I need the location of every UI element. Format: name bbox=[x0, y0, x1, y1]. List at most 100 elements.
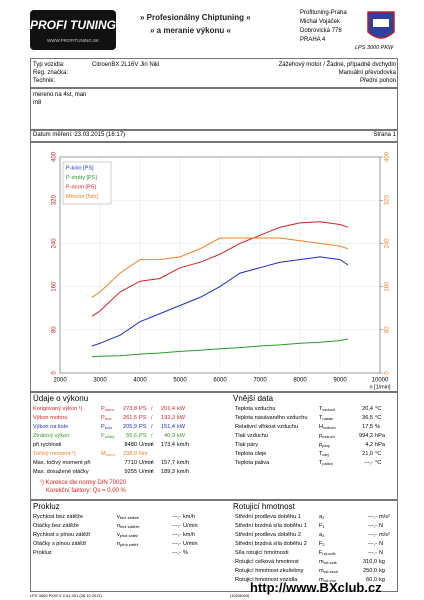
notes-box bbox=[30, 88, 398, 130]
table-row: Teplota nasávaného vzduchu Tnasáv 36,5 °C bbox=[235, 414, 395, 423]
y2-tick-label: 160 bbox=[385, 281, 391, 292]
symbol bbox=[101, 441, 117, 450]
x-tick-label: 10000 bbox=[372, 378, 389, 384]
row-label: Rotujicí celková hmotnost bbox=[235, 559, 299, 565]
cell-u: °C bbox=[375, 406, 382, 412]
vehicle-label: Typ vozidla: bbox=[33, 62, 65, 68]
cell-u: U/min bbox=[139, 469, 154, 475]
cell-u: km/h bbox=[183, 514, 196, 520]
section-title: Rotujicí hmotnost bbox=[233, 502, 295, 511]
cell-sep: / bbox=[151, 424, 153, 430]
y-tick-label: 240 bbox=[52, 238, 58, 249]
date: Datum měření: 23.03.2015 (16:17) bbox=[33, 132, 126, 138]
table-row: Výkon na kole Pkolo 205,9 PS / 151,4 kW bbox=[33, 423, 193, 432]
table-row: Síla rotujicí hmotnosti Frot-celk ---,- N bbox=[235, 549, 401, 558]
row-label: Teplota vzduchu bbox=[235, 406, 276, 412]
symbol: nbez zátěže bbox=[117, 522, 159, 531]
cell-v: ---,- bbox=[367, 514, 377, 520]
table-row: Ztrátový výkon Pztráty 55,6 PS / 40,9 kW bbox=[33, 432, 193, 441]
cell-v2: 201,4 bbox=[161, 406, 175, 412]
symbol: a1 bbox=[319, 513, 349, 522]
symbol-main: m bbox=[319, 568, 324, 574]
table-row: Střední brzdná síla doběhu 2 F2 ---,- N bbox=[235, 540, 401, 549]
cell-u: Nm bbox=[139, 451, 148, 457]
address: Michal Vojáček bbox=[300, 19, 341, 25]
row-label: Střední brzdná síla doběhu 2 bbox=[235, 541, 307, 547]
symbol: mrot-voz bbox=[319, 576, 349, 585]
slogan: » Profesionálny Chiptuning « bbox=[140, 13, 251, 22]
cell-empty bbox=[156, 450, 177, 459]
cell-u: m/s² bbox=[379, 514, 390, 520]
symbol-main: a bbox=[319, 532, 323, 538]
row-label: Výkon na kole bbox=[33, 424, 69, 430]
cell-sep: / bbox=[151, 442, 153, 448]
address: PRAHA 4 bbox=[300, 37, 326, 43]
symbol-sub: páry bbox=[322, 443, 330, 448]
symbol-main: P bbox=[101, 406, 105, 412]
logo-url: WWW.PROFITUNING.SK bbox=[47, 38, 99, 43]
section-title: Prokluz bbox=[33, 502, 60, 511]
cell-u2: km/h bbox=[177, 442, 190, 448]
symbol-main: v bbox=[117, 514, 120, 520]
symbol-main: T bbox=[319, 415, 323, 421]
symbol-sub: vzduch bbox=[322, 407, 336, 412]
symbol-sub: vzduch bbox=[322, 434, 335, 439]
symbol-sub: rot-zkuš bbox=[323, 569, 338, 574]
table-row: Rotujicí hmotnost zkušebny mrot-zkuš 250,0… bbox=[235, 567, 401, 576]
cell-u: U/min bbox=[183, 541, 198, 547]
symbol-sub: 1 bbox=[322, 515, 325, 520]
symbol-sub: plná zátěž bbox=[119, 533, 139, 538]
table-row: Rychlost bez zátěže vbez zátěže ---,- km/h bbox=[33, 513, 207, 522]
symbol-main: P bbox=[101, 424, 105, 430]
note: m8 bbox=[33, 100, 42, 106]
footer: (100/5000) bbox=[230, 593, 250, 598]
x-tick-label: 4000 bbox=[133, 378, 147, 384]
series-line bbox=[91, 237, 349, 298]
cell-u: hPa bbox=[375, 442, 385, 448]
symbol: Pnorm bbox=[101, 405, 117, 414]
symbol-main: p bbox=[319, 442, 323, 448]
cell-u: PS bbox=[139, 406, 147, 412]
symbol-main: F bbox=[319, 523, 323, 529]
table-row: Střední brzdná síla doběhu 1 F1 ---,- N bbox=[235, 522, 401, 531]
symbol-sub: norm bbox=[105, 452, 115, 457]
symbol-main: P bbox=[101, 433, 105, 439]
row-label: Prokluz bbox=[33, 550, 52, 556]
device: LPS 3000 PKW bbox=[355, 45, 394, 51]
cell-u: °C bbox=[375, 451, 382, 457]
series-line bbox=[91, 338, 349, 358]
y2-tick-label: 240 bbox=[385, 238, 391, 249]
cell-u: N bbox=[379, 523, 384, 529]
symbol: Tvzduch bbox=[319, 405, 349, 414]
cell-v: 261,5 bbox=[123, 415, 137, 421]
symbol-sub: norm bbox=[104, 407, 114, 412]
cell-v: 4,2 bbox=[365, 442, 373, 448]
cell-u: U/min bbox=[139, 460, 154, 466]
y2-tick-label: 80 bbox=[385, 326, 391, 333]
row-label: Střední brzdná síla doběhu 1 bbox=[235, 523, 307, 529]
table-row: Otáčky s plnou zátěží nplná zátěž ---,- U/m… bbox=[33, 540, 207, 549]
cell-v: ---,- bbox=[171, 514, 181, 520]
symbol: Mnorm bbox=[101, 450, 117, 459]
cell-v: 273,8 bbox=[123, 406, 137, 412]
cell-sep: / bbox=[151, 415, 153, 421]
table-row: Teplota paliva Tpalivo ---,- °C bbox=[235, 459, 395, 468]
cell-v: 205,9 bbox=[123, 424, 137, 430]
symbol-main: T bbox=[319, 451, 323, 457]
table-row: Max. dosažené otáčky 9255 U/min/ 189,3 km/h bbox=[33, 468, 193, 477]
legend-entry: P-norm [PS] bbox=[66, 184, 96, 190]
cell-v: 60,0 bbox=[366, 577, 377, 583]
cell-u: PS bbox=[139, 424, 147, 430]
row-label: Točivý moment ¹) bbox=[33, 451, 76, 457]
symbol-sub: 2 bbox=[322, 533, 325, 538]
symbol-sub: rot-voz bbox=[323, 578, 336, 583]
symbol-main: F bbox=[319, 550, 323, 556]
symbol-sub: plná zátěž bbox=[120, 542, 139, 547]
cell-v2: 157,7 bbox=[161, 460, 175, 466]
table-row: Rotujicí celková hmotnost mrot-celk 310,0 k… bbox=[235, 558, 401, 567]
symbol: ppáry bbox=[319, 441, 349, 450]
symbol-main: n bbox=[117, 523, 121, 529]
note: ¹) Korekce dle normy DIN 70020 bbox=[40, 480, 127, 486]
symbol-main: a bbox=[319, 514, 323, 520]
